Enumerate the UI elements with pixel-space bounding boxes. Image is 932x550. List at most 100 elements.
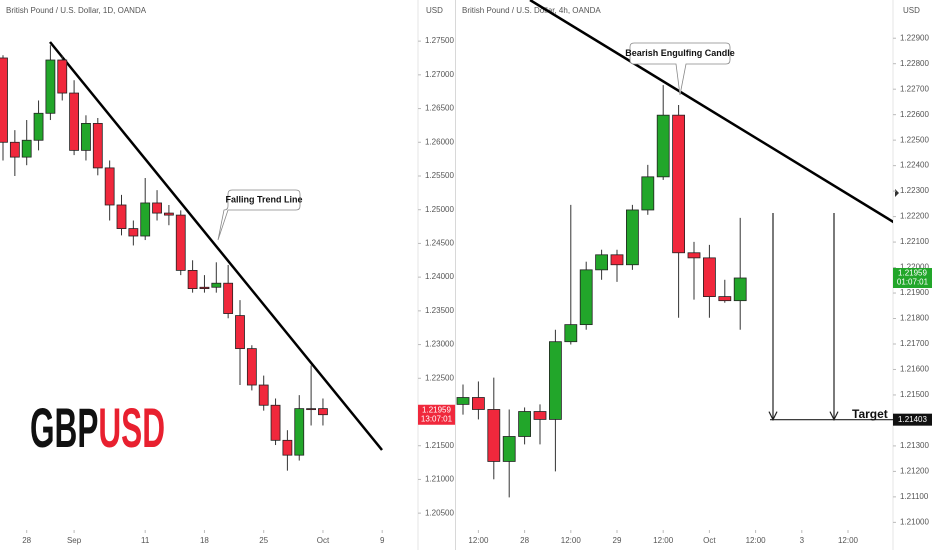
candle-body — [502, 436, 516, 462]
candle-body — [564, 324, 578, 343]
x-tick-label: 25 — [259, 536, 268, 545]
candles — [456, 85, 747, 498]
candle-body — [223, 282, 234, 314]
x-tick-label: 12:00 — [561, 536, 582, 545]
candle-body — [687, 252, 701, 259]
y-tick-label: 1.27000 — [425, 70, 454, 79]
candle-body — [595, 254, 608, 271]
price-tag-countdown: 13:07:01 — [421, 414, 453, 423]
chart-title: British Pound / U.S. Dollar, 1D, OANDA — [6, 6, 147, 15]
x-tick-label: 18 — [200, 536, 209, 545]
y-tick-label: 1.21000 — [425, 475, 454, 484]
callout-box — [217, 189, 301, 241]
x-tick-label: 28 — [520, 536, 529, 545]
candle-body — [33, 112, 44, 141]
candle-body — [69, 92, 79, 151]
y-tick-label: 1.24000 — [425, 272, 454, 281]
candle-body — [116, 204, 127, 229]
candle-body — [235, 315, 245, 350]
x-tick-label: Oct — [317, 536, 330, 545]
candles — [0, 45, 328, 471]
x-tick-label: 12:00 — [746, 536, 767, 545]
target-arrowhead — [829, 411, 839, 422]
y-tick-label: 1.21500 — [900, 390, 929, 399]
candle-body — [318, 408, 328, 416]
candle-body — [152, 202, 162, 214]
candle-body — [211, 282, 222, 288]
y-tick-label: 1.22500 — [425, 373, 454, 382]
candle-body — [533, 411, 547, 420]
x-tick-label: Oct — [703, 536, 716, 545]
candle-body — [57, 59, 68, 94]
target-tag — [893, 413, 932, 426]
y-tick-label: 1.25000 — [425, 205, 454, 214]
candle-body — [199, 286, 210, 290]
y-tick-label: 1.22100 — [900, 237, 929, 246]
candle-body — [306, 408, 317, 411]
y-tick-label: 1.22700 — [900, 84, 929, 93]
y-tick-label: 1.22600 — [900, 110, 929, 119]
y-tick-label: 1.21700 — [900, 339, 929, 348]
y-tick-label: 1.26500 — [425, 104, 454, 113]
candle-body — [456, 397, 470, 405]
candle-body — [610, 254, 624, 266]
y-tick-label: 1.27500 — [425, 36, 454, 45]
y-tick-label: 1.22000 — [900, 263, 929, 272]
candle-body — [92, 122, 103, 169]
price-tag-countdown: 01:07:01 — [897, 278, 929, 287]
candle-body — [128, 228, 139, 237]
price-tag — [418, 404, 455, 425]
candle-body — [187, 269, 198, 290]
logo: GBPUSD — [30, 396, 165, 459]
price-tag-value: 1.21959 — [422, 405, 451, 414]
y-tick-label: 1.22900 — [900, 33, 929, 42]
y-tick-label: 1.21800 — [900, 314, 929, 323]
candle-body — [258, 384, 269, 406]
chart-title: British Pound / U.S. Dollar, 4h, OANDA — [462, 6, 601, 15]
x-tick-label: 9 — [380, 536, 385, 545]
y-tick-label: 1.21600 — [900, 365, 929, 374]
y-tick-label: 1.23000 — [425, 340, 454, 349]
y-tick-label: 1.21000 — [900, 517, 929, 526]
y-tick-label: 1.20500 — [425, 508, 454, 517]
candle-body — [471, 397, 485, 410]
x-tick-label: 29 — [613, 536, 622, 545]
y-tick-label: 1.23500 — [425, 306, 454, 315]
candle-body — [45, 59, 56, 114]
candle-body — [579, 269, 593, 326]
y-tick-label: 1.21900 — [900, 288, 929, 297]
currency-label: USD — [426, 6, 443, 15]
target-tag-value: 1.21403 — [898, 415, 927, 424]
x-tick-label: 12:00 — [838, 536, 859, 545]
candle-body — [549, 341, 562, 420]
candle-body — [246, 348, 257, 386]
price-tag-value: 1.21959 — [898, 269, 927, 278]
y-tick-label: 1.22400 — [900, 161, 929, 170]
candle-body — [703, 257, 716, 297]
candle-body — [718, 296, 732, 302]
x-tick-label: Sep — [67, 536, 82, 545]
candle-body — [104, 167, 115, 206]
candle-body — [641, 176, 655, 211]
candle-body — [0, 57, 8, 143]
trend-line — [49, 41, 383, 451]
candle-body — [733, 277, 747, 302]
candle-body — [9, 141, 20, 158]
price-tag — [893, 267, 932, 288]
candle-body — [294, 408, 305, 456]
candle-body — [672, 114, 685, 254]
logo-left: GBP — [30, 396, 98, 459]
y-tick-label: 1.26000 — [425, 137, 454, 146]
candle-body — [175, 214, 186, 271]
callout-text: Falling Trend Line — [225, 194, 302, 204]
candle-body — [81, 122, 91, 151]
x-tick-label: 3 — [800, 536, 805, 545]
y-tick-label: 1.24500 — [425, 239, 454, 248]
y-tick-label: 1.22300 — [900, 186, 929, 195]
logo-right: USD — [98, 396, 165, 459]
currency-label: USD — [903, 6, 920, 15]
trend-line — [529, 0, 893, 224]
callout-text: Bearish Engulfing Candle — [625, 48, 735, 58]
